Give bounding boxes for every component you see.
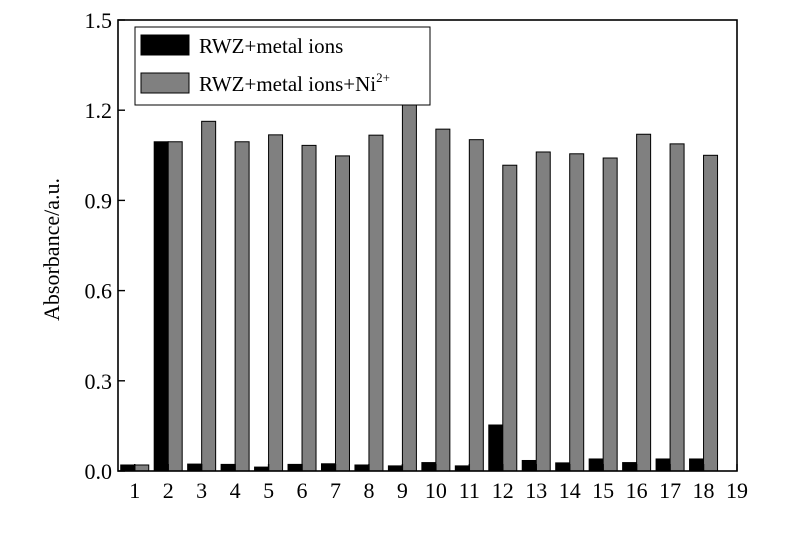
x-tick-label: 8	[363, 478, 374, 503]
bar-series-1-cat-15	[588, 458, 604, 472]
x-tick-label: 16	[626, 478, 648, 503]
axes-layer: 0.00.30.60.91.21.51 2 3 4 5 6 7 8 9 10 11 12 13 14 15 1…	[85, 8, 749, 503]
y-tick-label: 1.5	[85, 8, 113, 33]
bar-series-1-cat-18	[689, 458, 705, 472]
y-tick-label: 0.3	[85, 369, 113, 394]
x-tick-label: 7	[330, 478, 341, 503]
bar-series-1-cat-2	[153, 141, 169, 472]
bar-series-1-cat-17	[655, 458, 671, 472]
bar-series-2-cat-6	[301, 144, 317, 472]
y-tick-label: 0.6	[85, 279, 113, 304]
y-tick-label: 0.0	[85, 459, 113, 484]
bar-series-1-cat-8	[354, 464, 370, 472]
x-tick-label: 9	[397, 478, 408, 503]
bar-series-2-cat-15	[602, 157, 618, 472]
bar-series-1-cat-13	[521, 459, 537, 472]
bar-series-2-cat-17	[669, 143, 685, 472]
bar-series-2-cat-2	[167, 141, 183, 472]
bar-series-2-cat-8	[368, 134, 384, 472]
legend-label-series-2-superscript: 2+	[376, 70, 390, 85]
x-tick-label: 2	[163, 478, 174, 503]
bar-series-2-cat-10	[435, 128, 451, 472]
plot-frame	[117, 19, 738, 472]
x-tick-label: 15	[592, 478, 614, 503]
bar-series-1-cat-12	[488, 424, 504, 472]
bar-series-1-cat-4	[220, 463, 236, 472]
bar-series-1-cat-16	[622, 462, 638, 472]
x-tick-label: 19	[726, 478, 748, 503]
bar-series-2-cat-7	[334, 155, 350, 472]
bar-series-2-cat-3	[201, 120, 217, 472]
bar-series-1-cat-10	[421, 462, 437, 472]
bar-series-1-cat-14	[555, 462, 571, 472]
bar-series-2-cat-9	[401, 102, 417, 472]
bar-series-2-cat-11	[468, 139, 484, 472]
x-tick-label: 6	[297, 478, 308, 503]
bar-series-2-cat-4	[234, 141, 250, 472]
bars-layer	[120, 102, 719, 472]
x-tick-label: 13	[525, 478, 547, 503]
x-tick-label: 11	[459, 478, 480, 503]
x-tick-label: 3	[196, 478, 207, 503]
bar-series-2-cat-5	[268, 134, 284, 472]
bar-series-2-cat-14	[569, 153, 585, 472]
x-tick-label: 17	[659, 478, 681, 503]
legend-label-series-2-main: RWZ+metal ions+Ni	[199, 72, 376, 96]
legend: RWZ+metal ions RWZ+metal ions+Ni2+	[134, 26, 431, 106]
x-tick-label: 10	[425, 478, 447, 503]
y-tick-label: 1.2	[85, 98, 113, 123]
bar-series-2-cat-16	[636, 133, 652, 472]
legend-swatch-series-2	[140, 72, 190, 94]
x-tick-label: 1	[129, 478, 140, 503]
x-tick-label: 14	[559, 478, 581, 503]
y-axis-title: Absorbance/a.u.	[39, 178, 64, 321]
bar-series-1-cat-3	[187, 463, 203, 472]
bar-series-2-cat-13	[535, 151, 551, 472]
x-tick-label: 5	[263, 478, 274, 503]
x-tick-label: 4	[230, 478, 241, 503]
x-tick-label: 18	[693, 478, 715, 503]
legend-swatch-series-1	[140, 34, 190, 56]
bar-series-2-cat-12	[502, 164, 518, 472]
bar-series-2-cat-1	[134, 464, 150, 472]
bar-series-1-cat-6	[287, 463, 303, 472]
y-tick-label: 0.9	[85, 188, 113, 213]
bar-series-1-cat-7	[320, 463, 336, 472]
legend-label-series-1: RWZ+metal ions	[199, 34, 343, 58]
legend-label-series-2: RWZ+metal ions+Ni2+	[199, 70, 390, 96]
bar-series-1-cat-1	[120, 464, 136, 472]
bar-series-2-cat-18	[703, 154, 719, 472]
x-tick-label: 12	[492, 478, 514, 503]
